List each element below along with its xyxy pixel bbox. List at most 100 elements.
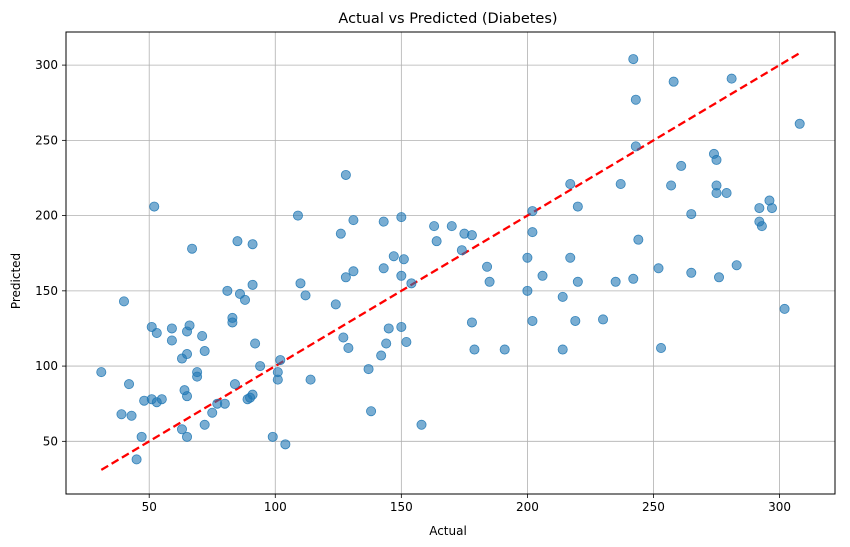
y-axis-label: Predicted	[9, 253, 23, 309]
data-point	[383, 323, 394, 334]
data-point	[429, 221, 440, 232]
data-point	[182, 391, 193, 402]
data-point	[686, 209, 697, 220]
data-point	[232, 236, 243, 247]
data-point	[131, 454, 142, 465]
data-point	[222, 285, 233, 296]
data-point	[482, 261, 493, 272]
data-point	[396, 321, 407, 332]
data-point	[116, 409, 127, 420]
data-point	[527, 227, 538, 238]
x-axis-ticks: 50 100 150 200 250 300	[142, 494, 791, 514]
data-point	[666, 180, 677, 191]
data-point	[711, 180, 722, 191]
y-tick-label: 200	[35, 209, 58, 223]
data-point	[630, 94, 641, 105]
data-point	[456, 245, 467, 256]
data-point	[721, 188, 732, 199]
data-point	[731, 260, 742, 271]
data-point	[199, 346, 210, 357]
data-point	[176, 424, 187, 435]
data-point	[227, 317, 238, 328]
data-point	[378, 263, 389, 274]
y-axis-ticks: 50 100 150 200 250 300	[35, 58, 66, 448]
data-point	[766, 203, 777, 214]
x-axis-label: Actual	[429, 524, 467, 538]
data-point	[378, 216, 389, 227]
data-point	[615, 178, 626, 189]
data-point	[363, 364, 374, 375]
data-point	[466, 230, 477, 241]
data-point	[527, 315, 538, 326]
data-point	[184, 320, 195, 331]
data-point	[338, 332, 349, 343]
data-point	[340, 272, 351, 283]
data-point	[366, 406, 377, 417]
data-point	[247, 389, 258, 400]
data-point	[565, 178, 576, 189]
data-point	[396, 270, 407, 281]
data-point	[522, 252, 533, 263]
data-point	[711, 154, 722, 165]
data-point	[656, 343, 667, 354]
data-point	[348, 215, 359, 226]
data-point	[156, 394, 167, 405]
x-tick-label: 100	[264, 500, 287, 514]
data-point	[255, 361, 266, 372]
data-point	[126, 410, 137, 421]
data-point	[570, 315, 581, 326]
data-point	[192, 371, 203, 382]
data-point	[151, 327, 162, 338]
data-point	[668, 76, 679, 87]
y-tick-label: 50	[43, 434, 58, 448]
data-point	[537, 270, 548, 281]
data-point	[340, 169, 351, 180]
data-point	[295, 278, 306, 289]
data-point	[300, 290, 311, 301]
data-point	[557, 344, 568, 355]
data-point	[267, 431, 278, 442]
data-point	[388, 251, 399, 262]
identity-line	[100, 52, 801, 471]
y-tick-label: 250	[35, 133, 58, 147]
data-point	[96, 367, 107, 378]
data-point	[118, 296, 129, 307]
data-point	[469, 344, 480, 355]
data-point	[396, 212, 407, 223]
data-point	[726, 73, 737, 84]
data-point	[199, 419, 210, 430]
data-point	[166, 335, 177, 346]
data-point	[250, 338, 261, 349]
data-point	[182, 349, 193, 360]
y-tick-label: 300	[35, 58, 58, 72]
data-point	[572, 276, 583, 287]
data-point	[628, 273, 639, 284]
data-point	[557, 291, 568, 302]
x-tick-label: 150	[390, 500, 413, 514]
data-point	[398, 254, 409, 265]
y-tick-label: 150	[35, 284, 58, 298]
data-point	[272, 367, 283, 378]
data-point	[633, 234, 644, 245]
data-point	[406, 278, 417, 289]
data-point	[522, 285, 533, 296]
data-point	[499, 344, 510, 355]
data-point	[330, 299, 341, 310]
data-point	[305, 374, 316, 385]
data-point	[182, 431, 193, 442]
data-point	[714, 272, 725, 283]
y-tick-label: 100	[35, 359, 58, 373]
data-point	[653, 263, 664, 274]
data-point	[149, 201, 160, 212]
x-tick-label: 50	[142, 500, 157, 514]
x-tick-label: 300	[768, 500, 791, 514]
data-point	[484, 276, 495, 287]
x-tick-label: 200	[516, 500, 539, 514]
data-point	[676, 160, 687, 171]
data-point	[610, 276, 621, 287]
data-point	[381, 338, 392, 349]
data-point	[197, 330, 208, 341]
x-tick-label: 250	[642, 500, 665, 514]
data-point	[229, 379, 240, 390]
